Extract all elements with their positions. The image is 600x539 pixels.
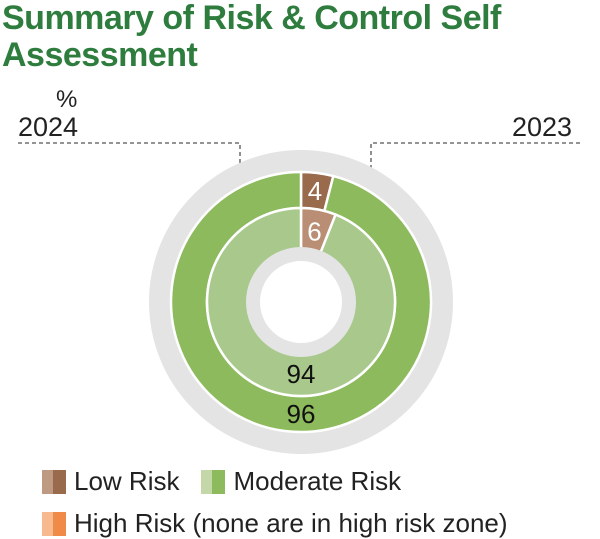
- center-track-ring: [246, 247, 356, 357]
- low-risk-swatch: [42, 469, 66, 494]
- year-label-inner-ring: 2024: [18, 112, 79, 142]
- high-risk-swatch: [42, 511, 66, 536]
- year-label-outer-ring: 2023: [512, 112, 573, 142]
- legend-item-high: High Risk (none are in high risk zone): [42, 508, 508, 539]
- slice-label-2023-low-risk: 4: [308, 176, 322, 206]
- legend-row-2: High Risk (none are in high risk zone): [42, 508, 530, 539]
- legend-label-low: Low Risk: [74, 466, 180, 496]
- slice-label-2024-moderate-risk: 94: [287, 359, 316, 389]
- slice-label-2023-moderate-risk: 96: [287, 399, 316, 429]
- unit-label: %: [56, 86, 78, 113]
- slice-labels: 6 94 4 96: [287, 176, 323, 429]
- legend-label-moderate: Moderate Risk: [233, 466, 402, 496]
- legend-item-low: Low Risk: [42, 466, 179, 497]
- background-track-ring: [149, 150, 453, 454]
- legend-row-1: Low Risk Moderate Risk: [42, 466, 423, 497]
- legend-label-high: High Risk (none are in high risk zone): [74, 508, 508, 538]
- legend-item-moderate: Moderate Risk: [201, 466, 401, 497]
- slice-label-2024-low-risk: 6: [307, 216, 321, 246]
- moderate-risk-swatch: [201, 469, 226, 494]
- chart-title: Summary of Risk & Control Self Assessmen…: [2, 0, 501, 74]
